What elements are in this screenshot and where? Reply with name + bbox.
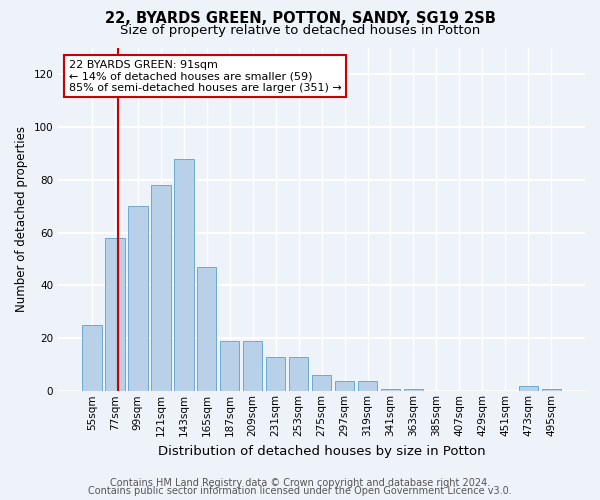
Bar	[289, 357, 308, 392]
Bar	[197, 267, 217, 392]
Bar	[105, 238, 125, 392]
Bar	[151, 185, 170, 392]
X-axis label: Distribution of detached houses by size in Potton: Distribution of detached houses by size …	[158, 444, 485, 458]
Text: 22 BYARDS GREEN: 91sqm
← 14% of detached houses are smaller (59)
85% of semi-det: 22 BYARDS GREEN: 91sqm ← 14% of detached…	[69, 60, 341, 92]
Bar	[266, 357, 286, 392]
Bar	[542, 388, 561, 392]
Text: Contains HM Land Registry data © Crown copyright and database right 2024.: Contains HM Land Registry data © Crown c…	[110, 478, 490, 488]
Bar	[381, 388, 400, 392]
Bar	[128, 206, 148, 392]
Bar	[82, 325, 101, 392]
Text: 22, BYARDS GREEN, POTTON, SANDY, SG19 2SB: 22, BYARDS GREEN, POTTON, SANDY, SG19 2S…	[104, 11, 496, 26]
Bar	[358, 380, 377, 392]
Bar	[312, 376, 331, 392]
Bar	[220, 341, 239, 392]
Bar	[174, 158, 194, 392]
Text: Contains public sector information licensed under the Open Government Licence v3: Contains public sector information licen…	[88, 486, 512, 496]
Bar	[335, 380, 355, 392]
Bar	[404, 388, 423, 392]
Bar	[243, 341, 262, 392]
Y-axis label: Number of detached properties: Number of detached properties	[15, 126, 28, 312]
Bar	[518, 386, 538, 392]
Text: Size of property relative to detached houses in Potton: Size of property relative to detached ho…	[120, 24, 480, 37]
